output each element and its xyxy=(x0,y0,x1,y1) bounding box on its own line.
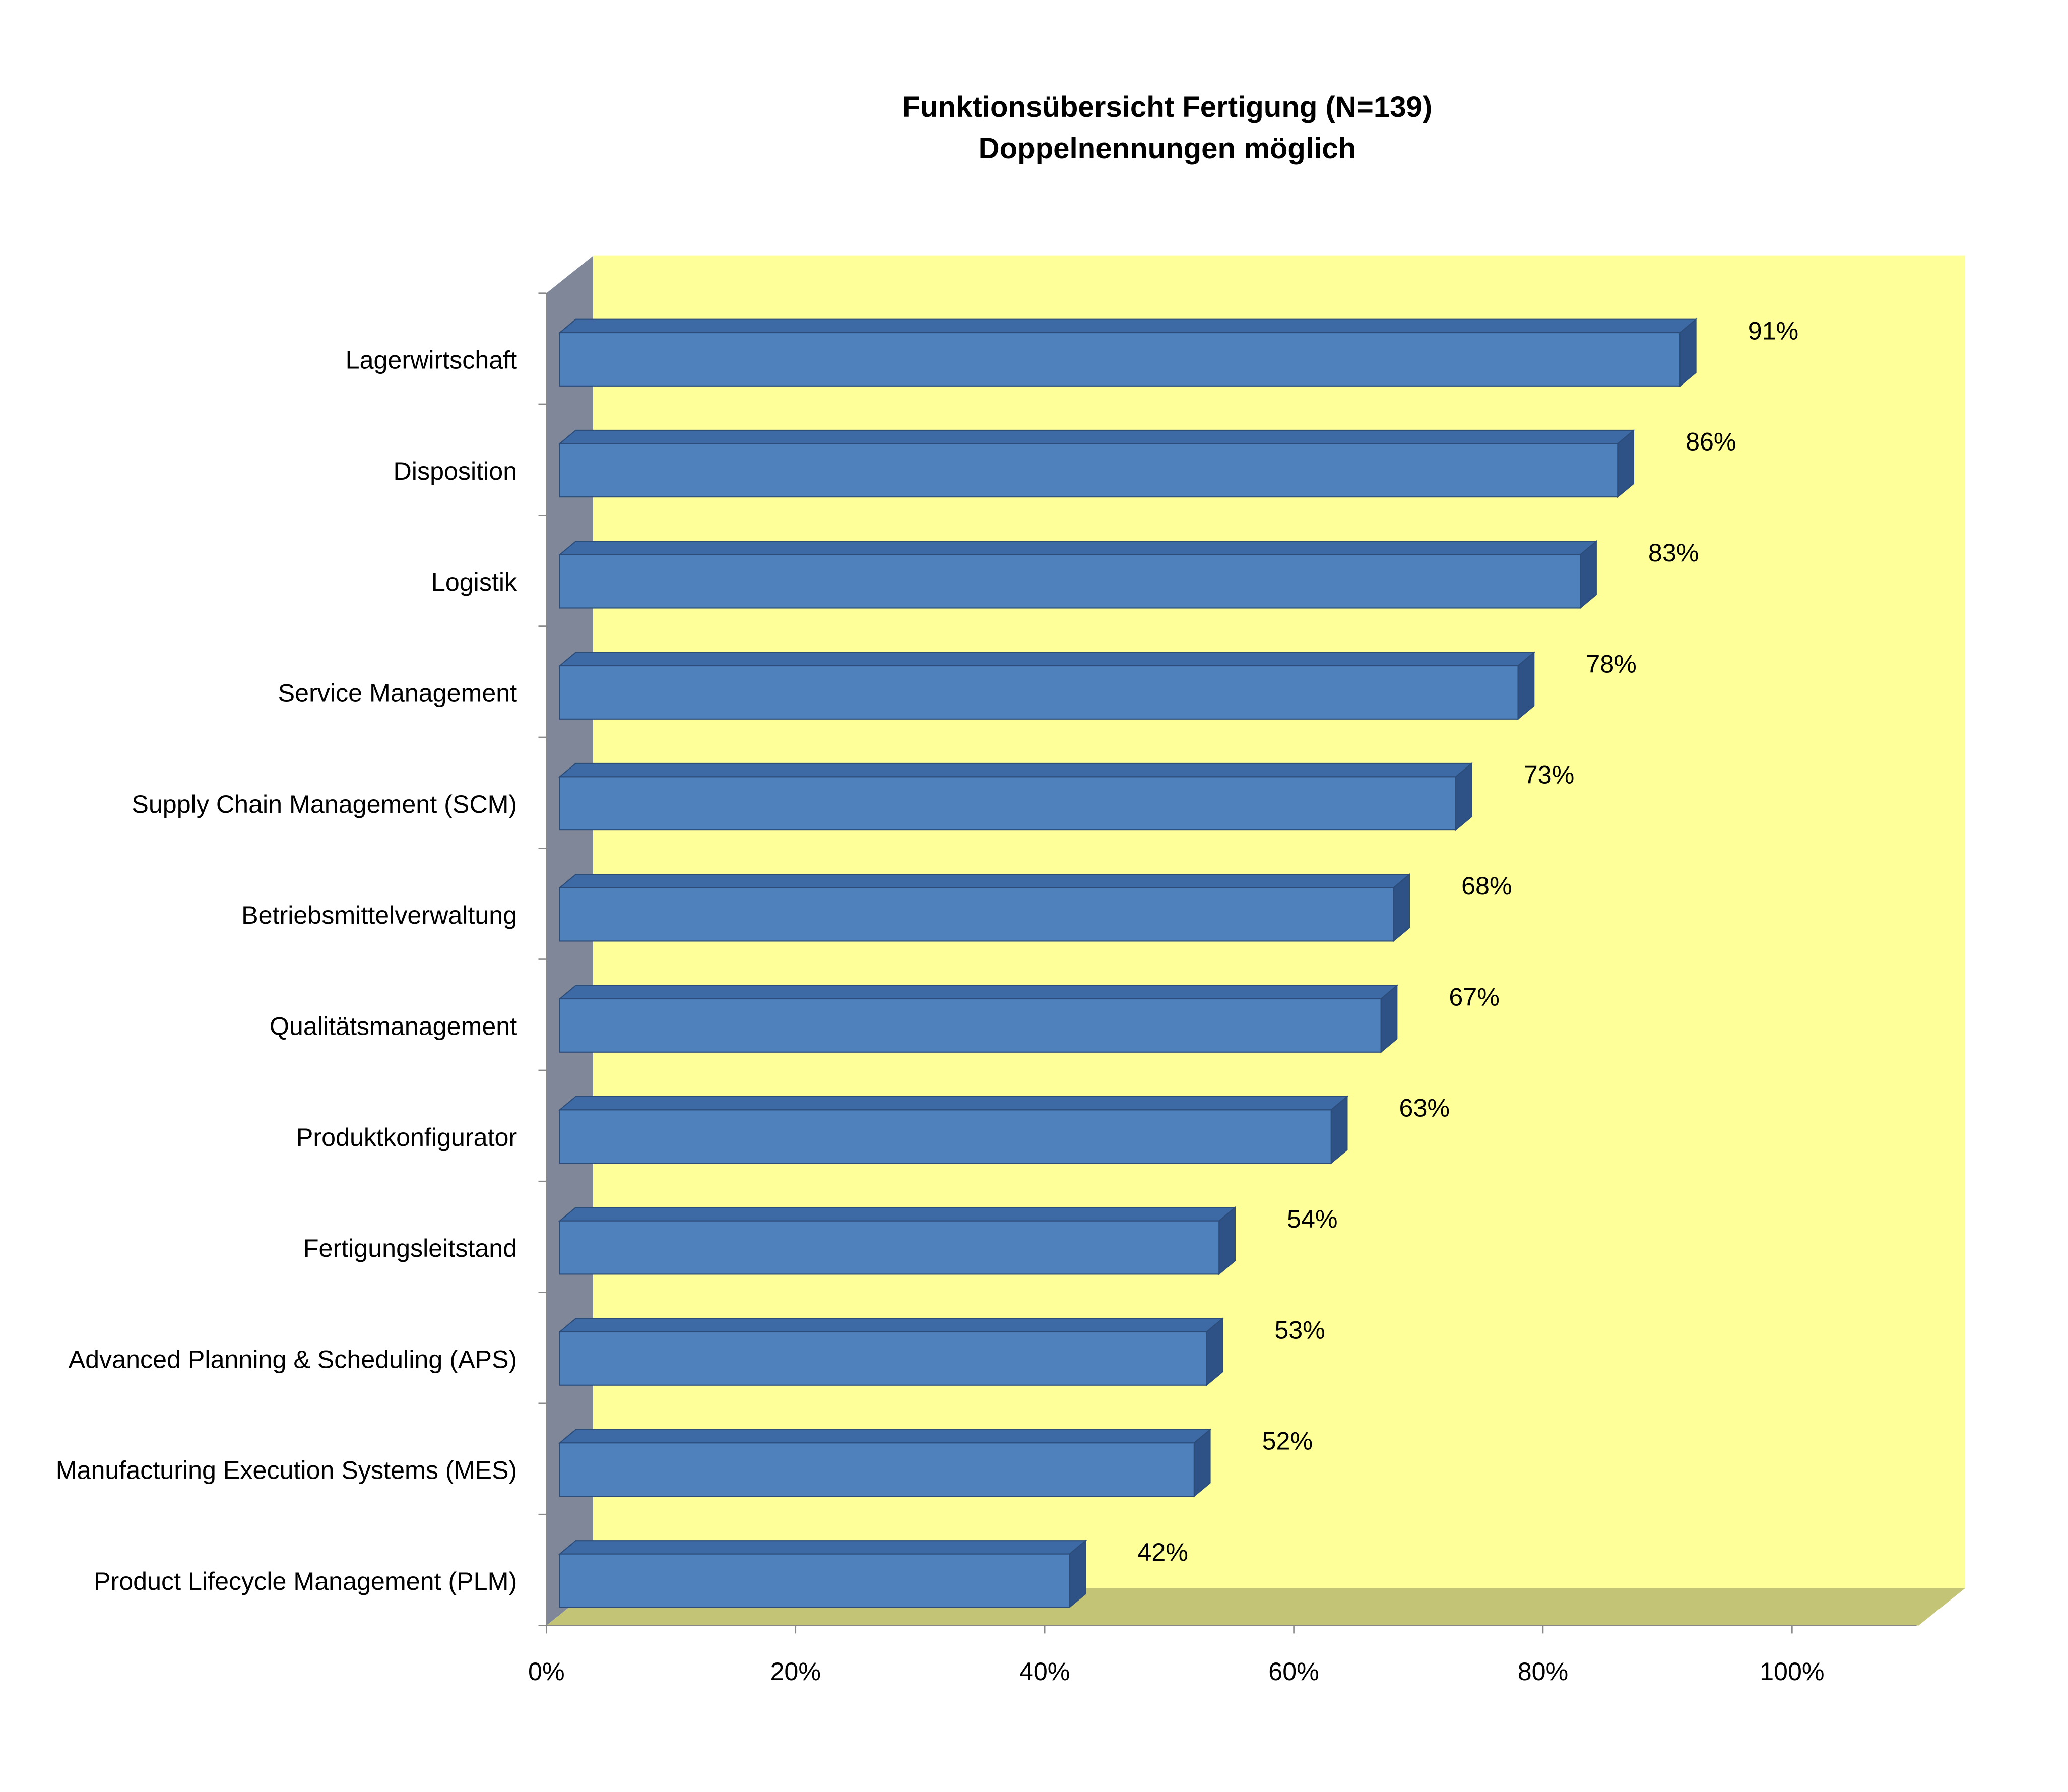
bar xyxy=(559,1220,1220,1275)
bar-top xyxy=(558,762,1473,778)
chart-subtitle: Doppelnennungen möglich xyxy=(979,132,1356,165)
bar xyxy=(559,1331,1207,1386)
y-tick-label: Manufacturing Execution Systems (MES) xyxy=(56,1456,517,1485)
bar xyxy=(559,1442,1195,1497)
value-label: 54% xyxy=(1287,1205,1338,1233)
y-tick-label: Advanced Planning & Scheduling (APS) xyxy=(69,1345,518,1373)
x-tick-label: 0% xyxy=(528,1657,565,1686)
bar-top xyxy=(558,541,1598,555)
bar-top xyxy=(558,1318,1224,1333)
value-label: 67% xyxy=(1449,983,1500,1011)
y-tick-label: Fertigungsleitstand xyxy=(303,1234,517,1262)
value-label: 68% xyxy=(1461,872,1512,900)
bar-top xyxy=(558,874,1411,888)
y-tick-label: Produktkonfigurator xyxy=(296,1123,517,1151)
value-label: 83% xyxy=(1648,539,1699,567)
y-tick-label: Product Lifecycle Management (PLM) xyxy=(94,1567,517,1595)
value-label: 73% xyxy=(1524,761,1575,789)
y-tick-label: Logistik xyxy=(431,568,518,596)
x-tick-label: 80% xyxy=(1518,1657,1569,1686)
bar-top xyxy=(558,985,1399,1000)
bar-top xyxy=(558,1540,1087,1555)
value-label: 52% xyxy=(1262,1427,1313,1455)
value-label: 91% xyxy=(1748,316,1799,345)
bar xyxy=(559,1109,1332,1164)
y-tick-label: Qualitätsmanagement xyxy=(270,1012,517,1040)
bar xyxy=(559,998,1382,1053)
bar xyxy=(559,554,1581,609)
bar-top xyxy=(558,1207,1237,1222)
bar xyxy=(559,776,1456,831)
value-label: 78% xyxy=(1586,650,1637,678)
value-label: 42% xyxy=(1137,1538,1188,1566)
y-tick-label: Service Management xyxy=(278,679,518,707)
bar-top xyxy=(558,318,1698,334)
bar-top xyxy=(558,1096,1349,1111)
value-label: 63% xyxy=(1399,1094,1450,1122)
x-tick-label: 60% xyxy=(1268,1657,1319,1686)
chart-title: Funktionsübersicht Fertigung (N=139) xyxy=(902,91,1433,123)
y-tick-label: Lagerwirtschaft xyxy=(346,346,518,374)
y-tick-label: Supply Chain Management (SCM) xyxy=(132,790,517,818)
bar-top xyxy=(558,429,1635,444)
x-tick-label: 20% xyxy=(770,1657,821,1686)
bar xyxy=(559,332,1681,387)
value-label: 86% xyxy=(1686,428,1736,456)
bar xyxy=(559,887,1394,942)
bar xyxy=(559,665,1519,720)
bar-top xyxy=(558,652,1536,667)
y-tick-label: Betriebsmittelverwaltung xyxy=(241,901,517,929)
bar xyxy=(559,443,1619,498)
value-label: 53% xyxy=(1274,1316,1325,1344)
x-tick-label: 40% xyxy=(1019,1657,1070,1686)
bar xyxy=(559,1553,1070,1608)
y-tick-label: Disposition xyxy=(394,457,518,485)
bar-top xyxy=(558,1429,1212,1444)
x-tick-label: 100% xyxy=(1760,1657,1824,1686)
